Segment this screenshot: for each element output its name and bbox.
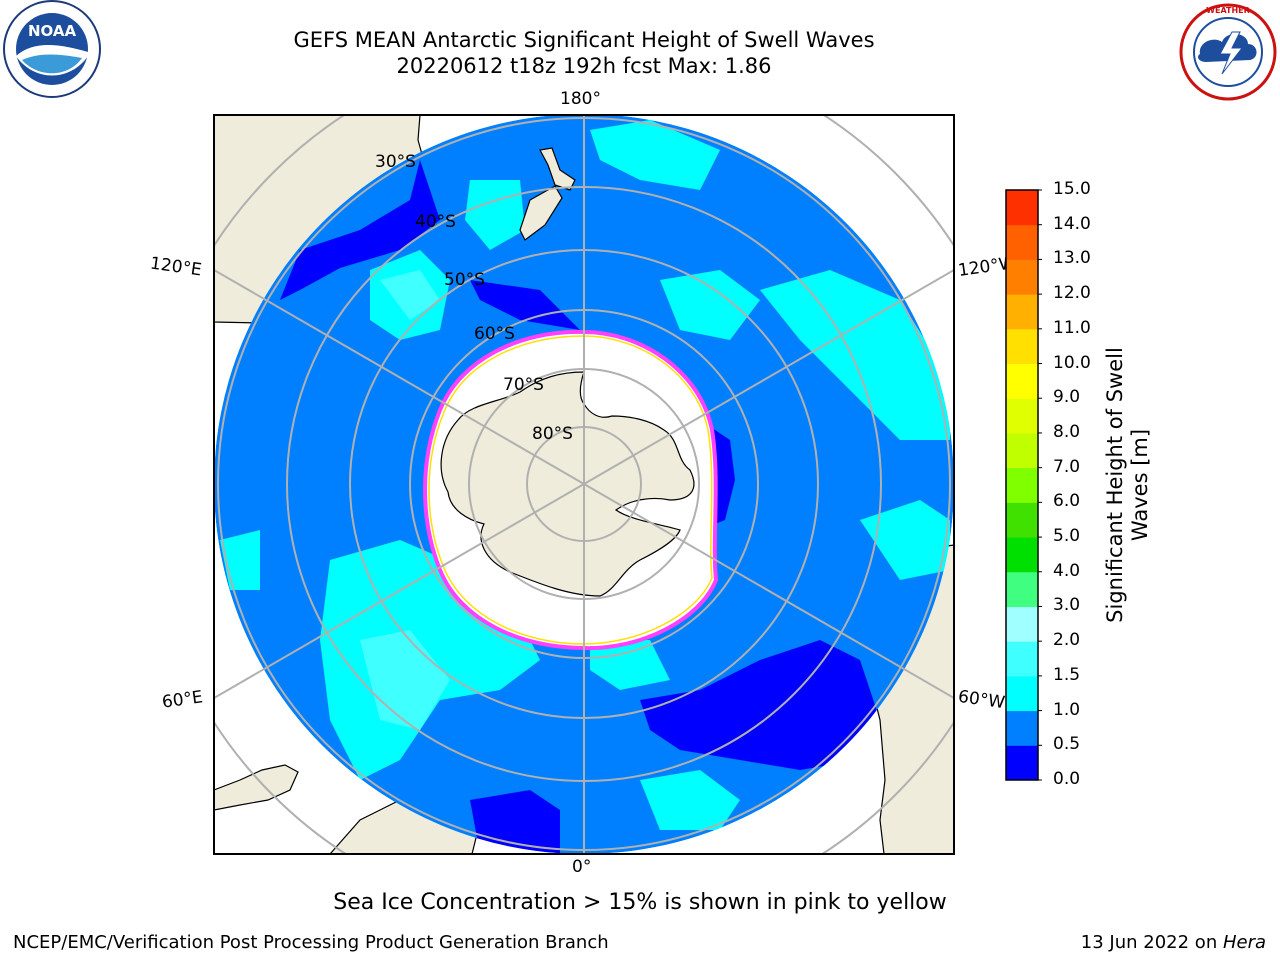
colorbar-tick-label: 8.0 — [1053, 421, 1081, 442]
colorbar-tick-label: 10.0 — [1053, 352, 1091, 373]
footer-machine: Hera — [1222, 932, 1266, 953]
parallel-label-50s: 50°S — [444, 270, 485, 290]
colorbar-segment — [1006, 224, 1038, 260]
colorbar-segment — [1006, 398, 1038, 434]
colorbar-tick-label: 0.0 — [1053, 769, 1081, 789]
new-zealand — [519, 147, 576, 241]
colorbar-segment — [1006, 571, 1038, 607]
colorbar-segment — [1006, 745, 1038, 781]
colorbar-tick-label: 14.0 — [1053, 213, 1091, 234]
colorbar-tick-label: 11.0 — [1053, 317, 1091, 338]
colorbar-segment — [1006, 294, 1038, 330]
parallel-label-70s: 70°S — [503, 375, 544, 395]
colorbar-tick-label: 2.0 — [1053, 630, 1081, 651]
colorbar-segment — [1006, 710, 1038, 746]
graticule — [214, 115, 954, 854]
colorbar-segment — [1006, 190, 1038, 226]
chart-title: GEFS MEAN Antarctic Significant Height o… — [293, 28, 875, 52]
footer-credit: NCEP/EMC/Verification Post Processing Pr… — [13, 932, 609, 953]
colorbar-tick-label: 6.0 — [1053, 491, 1081, 512]
colorbar-segment — [1006, 537, 1038, 573]
sea-ice-footnote: Sea Ice Concentration > 15% is shown in … — [333, 890, 947, 915]
colorbar-tick-label: 3.0 — [1053, 595, 1081, 616]
colorbar-segment — [1006, 502, 1038, 538]
colorbar-tick-label: 12.0 — [1053, 283, 1091, 304]
colorbar-tick-label: 1.0 — [1053, 699, 1081, 720]
nws-logo-icon: WEATHER — [1179, 3, 1277, 101]
colorbar-tick-label: 0.5 — [1053, 734, 1081, 755]
colorbar-tick-label: 4.0 — [1053, 560, 1081, 581]
meridian-label-0: 0° — [572, 857, 592, 877]
colorbar-segment — [1006, 328, 1038, 365]
colorbar-tick-label: 9.0 — [1053, 387, 1081, 408]
colorbar-tick-label: 15.0 — [1053, 179, 1091, 199]
colorbar — [1005, 189, 1042, 781]
parallel-label-60s: 60°S — [474, 324, 515, 344]
svg-text:WEATHER: WEATHER — [1206, 6, 1250, 15]
colorbar-tick-label: 5.0 — [1053, 526, 1081, 547]
parallel-label-40s: 40°S — [415, 212, 456, 232]
colorbar-segment — [1006, 641, 1038, 677]
chart-subtitle: 20220612 t18z 192h fcst Max: 1.86 — [396, 54, 772, 78]
map-frame — [213, 114, 955, 855]
colorbar-tick-label: 7.0 — [1053, 456, 1081, 477]
noaa-logo-icon: NOAA — [3, 0, 101, 98]
colorbar-segment — [1006, 606, 1038, 642]
colorbar-segment — [1006, 363, 1038, 399]
footer-date: 13 Jun 2022 on Hera — [1081, 932, 1266, 953]
parallel-label-80s: 80°S — [532, 424, 573, 444]
meridian-label-180: 180° — [560, 89, 601, 109]
colorbar-segment — [1006, 432, 1038, 469]
colorbar-tick-label: 1.5 — [1053, 664, 1081, 685]
colorbar-label: Significant Height of Swell Waves [m] — [1103, 347, 1152, 623]
parallel-label-30s: 30°S — [375, 152, 416, 172]
noaa-logo-text: NOAA — [28, 22, 77, 40]
colorbar-segment — [1006, 259, 1038, 295]
antarctica-land — [440, 371, 695, 597]
colorbar-tick-label: 13.0 — [1053, 248, 1091, 269]
footer-date-text: 13 Jun 2022 on — [1080, 932, 1223, 953]
colorbar-segment — [1006, 675, 1038, 712]
colorbar-segment — [1006, 467, 1038, 503]
